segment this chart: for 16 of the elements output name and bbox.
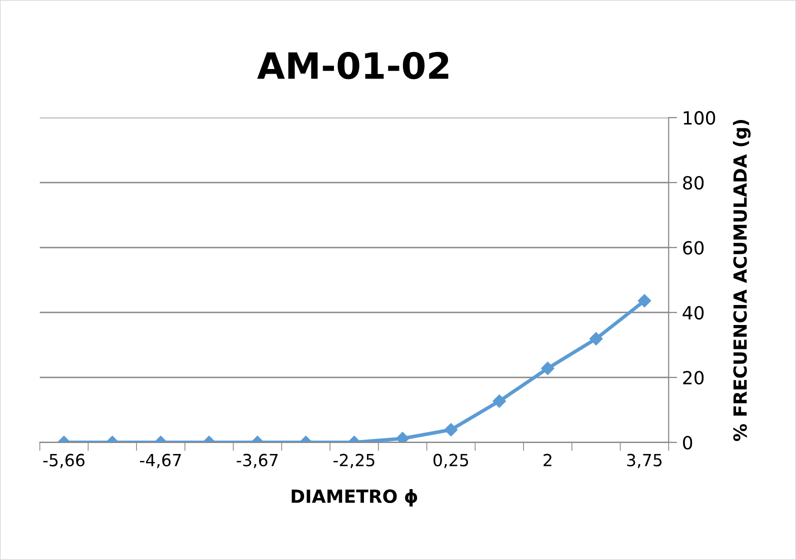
y-axis-title: % FRECUENCIA ACUMULADA (g) bbox=[732, 120, 751, 442]
x-tick-label: 2 bbox=[544, 454, 552, 466]
x-tick-label: 3,75 bbox=[627, 454, 662, 468]
x-tick-label: -3,67 bbox=[236, 454, 278, 468]
y-tick-label: 40 bbox=[682, 306, 704, 320]
y-tick-label: 80 bbox=[683, 176, 704, 190]
x-tick-label: -5,66 bbox=[43, 454, 84, 468]
chart-title: AM-01-02 bbox=[257, 52, 448, 80]
y-tick-label: 60 bbox=[683, 240, 704, 255]
x-tick-label: -4,67 bbox=[140, 454, 181, 468]
y-tick-label: 20 bbox=[683, 370, 704, 385]
y-tick-label: 0 bbox=[683, 436, 692, 450]
x-tick-label: -2,25 bbox=[333, 454, 374, 468]
x-axis-title: DIAMETRO ϕ bbox=[292, 489, 418, 507]
y-tick-label: 100 bbox=[684, 111, 716, 125]
x-tick-label: 0,25 bbox=[434, 454, 468, 468]
